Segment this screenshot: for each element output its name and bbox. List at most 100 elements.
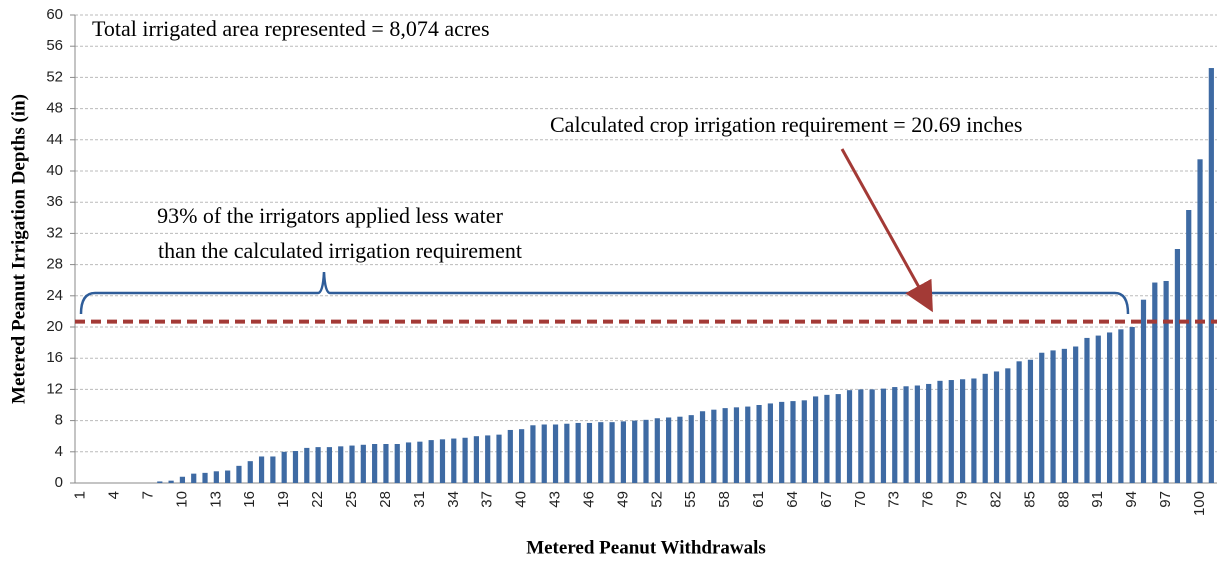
x-axis-title: Metered Peanut Withdrawals	[526, 537, 766, 558]
x-tick-label: 22	[309, 491, 326, 508]
x-tick-label: 19	[275, 491, 292, 508]
bar	[1095, 335, 1101, 483]
bar	[530, 425, 536, 483]
bar	[609, 422, 615, 483]
y-tick-label: 28	[46, 256, 63, 273]
bar	[157, 481, 163, 483]
bar	[552, 424, 559, 483]
bar	[485, 435, 491, 483]
bar	[564, 423, 570, 483]
bar	[304, 447, 310, 483]
bar	[439, 439, 446, 483]
y-axis-title: Metered Peanut Irrigation Depths (in)	[8, 94, 29, 404]
bar	[191, 473, 197, 483]
x-tick-label: 52	[648, 491, 665, 508]
bar	[179, 476, 186, 483]
bar	[1050, 350, 1056, 483]
x-tick-label: 28	[377, 491, 394, 508]
bar	[937, 380, 943, 483]
bar	[892, 387, 898, 483]
bar	[982, 373, 988, 483]
bar	[813, 396, 819, 483]
bar	[1118, 329, 1124, 483]
x-tick-label: 37	[479, 491, 496, 508]
bar	[926, 383, 932, 483]
bar	[1106, 332, 1113, 483]
x-tick-label: 94	[1123, 491, 1140, 508]
bar	[1005, 368, 1011, 483]
y-tick-label: 8	[55, 412, 63, 429]
bar	[360, 444, 366, 483]
x-tick-label: 100	[1191, 491, 1208, 516]
bar	[270, 456, 276, 483]
x-tick-label: 40	[513, 491, 530, 508]
bar	[779, 401, 785, 483]
bar	[1039, 352, 1045, 483]
y-tick-label: 40	[46, 162, 63, 179]
bar	[1061, 348, 1067, 483]
bar	[1027, 359, 1034, 483]
bar	[632, 420, 638, 483]
bar	[349, 445, 355, 483]
bar	[541, 424, 547, 483]
y-tick-label: 16	[46, 349, 63, 366]
bar	[575, 422, 581, 483]
bar	[869, 389, 875, 483]
x-tick-label: 31	[411, 491, 428, 508]
bars	[157, 68, 1214, 484]
bar	[858, 389, 864, 483]
bar	[722, 408, 728, 483]
y-tick-label: 48	[46, 100, 63, 117]
bar	[948, 380, 954, 483]
y-tick-label: 12	[46, 380, 63, 397]
bar	[688, 415, 694, 483]
bar	[281, 451, 287, 483]
bar	[428, 440, 434, 483]
x-tick-label: 25	[343, 491, 360, 508]
bar	[643, 419, 649, 483]
bar	[1084, 337, 1090, 483]
bar	[258, 456, 265, 483]
x-tick-label: 67	[818, 491, 835, 508]
x-tick-label: 70	[852, 491, 869, 508]
bar	[236, 465, 242, 483]
bar	[168, 480, 174, 483]
bar	[1073, 346, 1079, 483]
y-tick-label: 32	[46, 224, 63, 241]
y-tick-label: 60	[46, 6, 63, 23]
bar	[247, 461, 253, 483]
x-tick-label: 64	[784, 491, 801, 508]
x-tick-label: 88	[1055, 491, 1072, 508]
bar	[1174, 249, 1181, 483]
bar	[507, 429, 513, 483]
bar	[620, 421, 626, 483]
x-tick-label: 82	[987, 491, 1004, 508]
bar	[519, 429, 525, 483]
bar	[225, 470, 231, 483]
bar	[1152, 282, 1158, 483]
bar	[745, 406, 751, 483]
x-tick-label: 1	[72, 491, 89, 499]
bar	[1163, 280, 1169, 483]
bar	[666, 417, 672, 483]
y-tick-label: 4	[55, 443, 63, 460]
bar	[846, 390, 853, 483]
x-tick-label: 61	[750, 491, 767, 508]
y-tick-label: 20	[46, 318, 63, 335]
bar	[767, 403, 773, 483]
x-tick-label: 46	[580, 491, 597, 508]
bar	[496, 434, 502, 483]
bar	[993, 371, 1000, 483]
bar	[1129, 327, 1135, 483]
bar	[790, 401, 796, 483]
bar	[1208, 68, 1214, 483]
bar	[677, 416, 683, 483]
y-tick-label: 0	[55, 474, 63, 491]
x-tick-label: 58	[716, 491, 733, 508]
x-tick-label: 49	[614, 491, 631, 508]
bar	[903, 386, 909, 483]
bar	[914, 385, 920, 483]
